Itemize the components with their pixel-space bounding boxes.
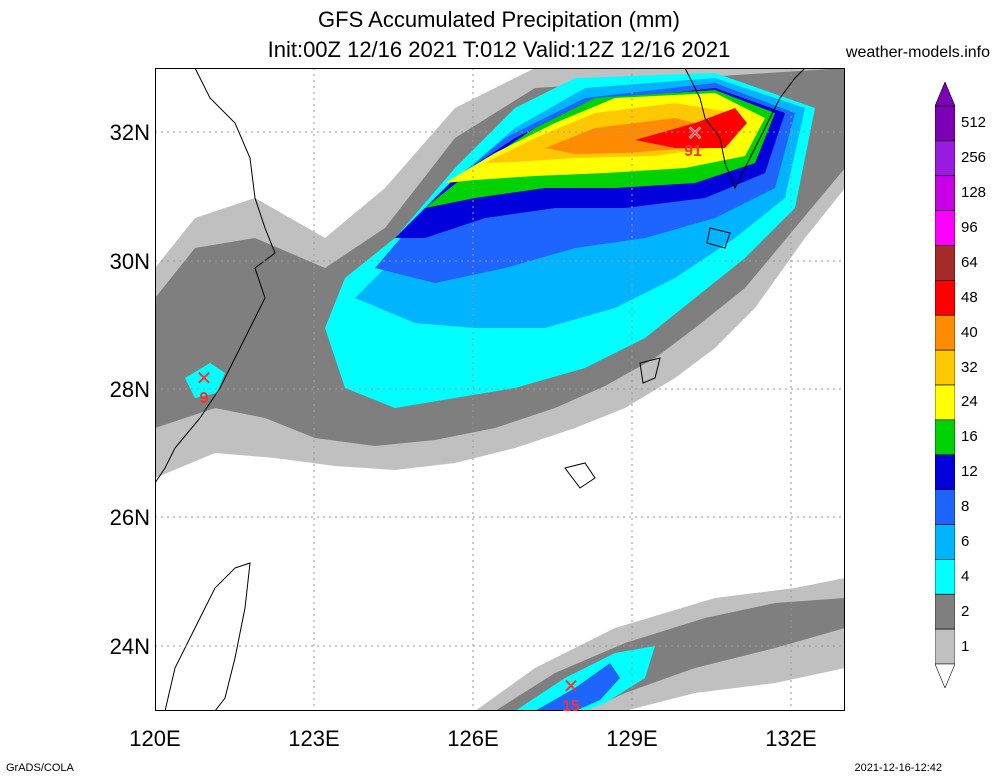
lat-label-26n: 26N bbox=[109, 505, 150, 530]
legend-level-label: 64 bbox=[961, 253, 978, 271]
marker-9: ✕ 9 bbox=[196, 366, 213, 407]
legend-swatch bbox=[935, 489, 955, 525]
svg-text:✕: ✕ bbox=[563, 674, 580, 698]
lat-label-28n: 28N bbox=[109, 377, 150, 402]
lat-label-32n: 32N bbox=[109, 120, 150, 145]
coastlines bbox=[155, 68, 806, 711]
marker-15-label: 15 bbox=[562, 698, 580, 711]
lon-label-120e: 120E bbox=[129, 726, 181, 751]
legend-level-label: 1 bbox=[961, 637, 970, 655]
korea-kyushu-coast bbox=[684, 68, 806, 190]
precip-south-4mm bbox=[515, 646, 655, 711]
chart-title: GFS Accumulated Precipitation (mm) bbox=[318, 7, 680, 32]
marker-91-label: 91 bbox=[684, 143, 702, 160]
legend-level-label: 16 bbox=[961, 428, 978, 446]
legend-level-label: 512 bbox=[961, 114, 987, 132]
legend-level-label: 6 bbox=[961, 532, 970, 550]
legend-swatch bbox=[935, 384, 955, 421]
site-credit: weather-models.info bbox=[845, 44, 990, 61]
island-amami bbox=[639, 357, 661, 384]
gridlines bbox=[155, 68, 845, 711]
chart-subtitle: Init:00Z 12/16 2021 T:012 Valid:12Z 12/1… bbox=[267, 37, 731, 62]
lon-label-123e: 123E bbox=[288, 726, 340, 751]
legend-level-label: 256 bbox=[961, 149, 987, 167]
lat-label-24n: 24N bbox=[109, 634, 150, 659]
taiwan bbox=[164, 562, 251, 711]
legend-level-label: 40 bbox=[961, 323, 978, 341]
legend-swatch bbox=[935, 210, 955, 246]
precipitation-map: ✕ 91 ✕ 9 ✕ 15 bbox=[155, 68, 845, 711]
precip-south-8mm bbox=[535, 663, 620, 711]
legend-level-label: 32 bbox=[961, 358, 978, 376]
precip-48mm bbox=[635, 108, 747, 148]
legend-bottom-arrow bbox=[935, 663, 955, 688]
legend-level-label: 96 bbox=[961, 219, 978, 237]
legend-swatch bbox=[935, 454, 955, 490]
legend-swatch bbox=[935, 314, 955, 351]
legend-level-label: 2 bbox=[961, 602, 970, 620]
footer-credit: GrADS/COLA bbox=[6, 762, 74, 774]
legend-swatch bbox=[935, 628, 955, 665]
china-coast bbox=[155, 68, 276, 484]
precip-band-south bbox=[475, 578, 845, 711]
legend-swatch bbox=[935, 105, 955, 142]
legend-top-arrow bbox=[935, 82, 955, 107]
legend-colorbar bbox=[935, 82, 955, 688]
lat-label-30n: 30N bbox=[109, 249, 150, 274]
legend-swatch bbox=[935, 593, 955, 630]
marker-15: ✕ 15 bbox=[562, 674, 580, 711]
legend-level-label: 12 bbox=[961, 463, 978, 481]
island-yaku bbox=[706, 227, 731, 249]
legend-level-label: 4 bbox=[961, 567, 970, 585]
marker-91: ✕ 91 bbox=[684, 121, 704, 160]
island-okinawa bbox=[564, 462, 596, 489]
legend-swatch bbox=[935, 349, 955, 386]
lon-label-132e: 132E bbox=[765, 726, 817, 751]
legend-level-label: 24 bbox=[961, 393, 978, 411]
legend-swatch bbox=[935, 524, 955, 560]
legend-swatch bbox=[935, 245, 955, 281]
precip-band-north bbox=[155, 68, 845, 478]
marker-9-label: 9 bbox=[200, 390, 209, 407]
lon-label-129e: 129E bbox=[606, 726, 658, 751]
svg-text:✕: ✕ bbox=[687, 121, 704, 145]
legend-swatch bbox=[935, 175, 955, 211]
footer-timestamp: 2021-12-16-12:42 bbox=[854, 762, 942, 774]
legend-swatch bbox=[935, 140, 955, 177]
lon-label-126e: 126E bbox=[447, 726, 499, 751]
legend-level-label: 8 bbox=[961, 498, 970, 516]
legend-swatch bbox=[935, 419, 955, 456]
legend-level-label: 128 bbox=[961, 184, 987, 202]
legend-swatch bbox=[935, 559, 955, 595]
legend-swatch bbox=[935, 280, 955, 316]
svg-text:✕: ✕ bbox=[196, 366, 213, 390]
legend-level-label: 48 bbox=[961, 288, 978, 306]
